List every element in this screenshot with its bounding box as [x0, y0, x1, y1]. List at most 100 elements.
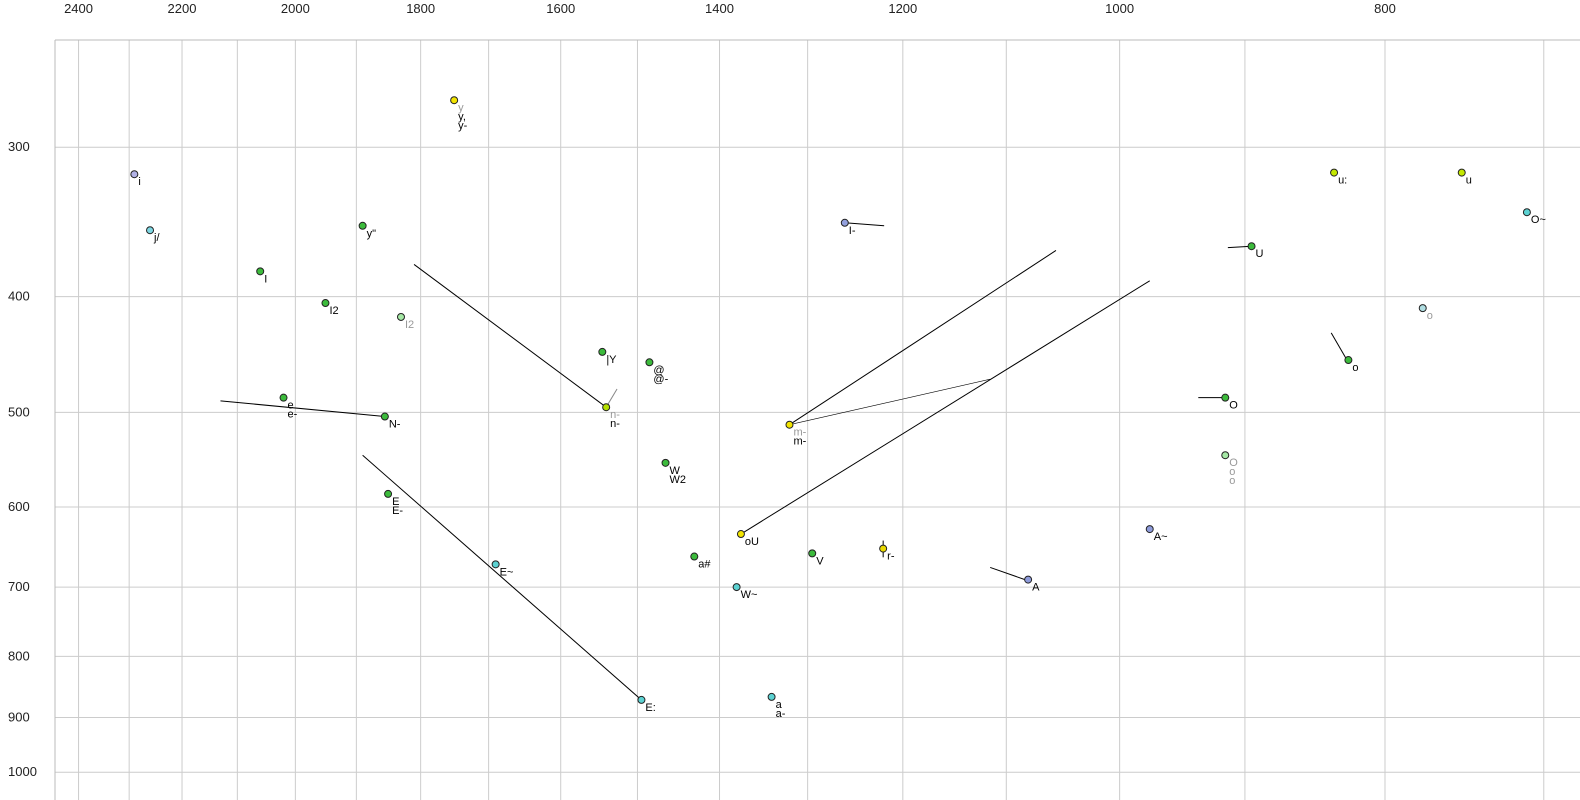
point-label: E	[392, 496, 399, 508]
point-label: |Y	[606, 354, 617, 366]
data-point	[785, 420, 794, 429]
x-tick-label: 800	[1374, 1, 1396, 16]
data-point	[1221, 393, 1230, 402]
data-point	[767, 692, 776, 701]
data-point	[491, 560, 500, 569]
point-label: W	[670, 465, 681, 477]
data-point	[1418, 304, 1427, 313]
x-tick-label: 2400	[64, 1, 93, 16]
point-label: j/	[153, 232, 160, 244]
point-label: o	[1427, 310, 1433, 322]
data-point	[450, 96, 459, 105]
data-point	[736, 530, 745, 539]
connector-line	[220, 400, 385, 418]
x-tick-label: 2000	[281, 1, 310, 16]
point-label: I-	[849, 225, 856, 237]
x-tick-label: 1800	[406, 1, 435, 16]
connector-line	[844, 222, 885, 227]
point-label: U	[1256, 248, 1264, 260]
data-point	[358, 221, 367, 230]
y-tick-label: 800	[8, 648, 30, 663]
point-label: o	[1229, 466, 1235, 478]
point-label: O	[1229, 457, 1238, 469]
point-label: @	[653, 364, 664, 376]
x-tick-label: 1200	[888, 1, 917, 16]
x-tick-label: 2200	[168, 1, 197, 16]
data-point	[661, 458, 670, 467]
point-label: e	[288, 400, 294, 412]
data-point	[396, 312, 405, 321]
data-point	[1221, 451, 1230, 460]
point-label: u:	[1338, 175, 1347, 187]
point-label: y"	[367, 228, 377, 240]
x-tick-label: 1000	[1105, 1, 1134, 16]
y-tick-label: 1000	[8, 764, 37, 779]
data-point	[1024, 575, 1033, 584]
point-label: m-	[793, 427, 806, 439]
y-tick-label: 500	[8, 404, 30, 419]
point-label: I2	[405, 319, 414, 331]
data-point	[808, 549, 817, 558]
point-label: I2	[329, 305, 338, 317]
connector-line	[789, 250, 1057, 426]
point-label: u	[1466, 175, 1472, 187]
data-point	[1330, 168, 1339, 177]
data-point	[256, 267, 265, 276]
point-label: y-	[458, 120, 468, 132]
y-tick-label: 300	[8, 139, 30, 154]
point-label: e-	[288, 409, 298, 421]
data-point	[598, 347, 607, 356]
point-label: y	[458, 102, 464, 114]
point-label: i	[138, 176, 140, 188]
connector-line	[789, 378, 991, 426]
data-point	[1344, 356, 1353, 365]
point-label: A~	[1154, 531, 1168, 543]
point-label: a	[776, 699, 783, 711]
data-point	[130, 170, 139, 179]
data-point	[384, 489, 393, 498]
point-label: I	[264, 273, 267, 285]
point-label: O	[1229, 400, 1238, 412]
data-point	[602, 403, 611, 412]
data-point	[840, 218, 849, 227]
connector-line	[990, 566, 1028, 581]
data-point	[146, 226, 155, 235]
data-point	[879, 544, 888, 553]
point-label: N-	[389, 419, 401, 431]
y-tick-label: 600	[8, 499, 30, 514]
point-label: a-	[776, 708, 786, 720]
data-point	[1247, 242, 1256, 251]
point-label: A	[1032, 582, 1040, 594]
point-label: W2	[670, 474, 687, 486]
x-tick-label: 1400	[705, 1, 734, 16]
data-point	[1522, 208, 1531, 217]
data-point	[380, 412, 389, 421]
y-tick-label: 700	[8, 579, 30, 594]
point-label: E:	[645, 702, 655, 714]
point-label: E-	[392, 505, 403, 517]
point-label: V	[816, 555, 824, 567]
data-point	[732, 583, 741, 592]
point-label: n-	[610, 418, 620, 430]
point-label: o	[1352, 362, 1358, 374]
data-point	[279, 393, 288, 402]
point-label: O~	[1531, 214, 1546, 226]
connector-line	[413, 264, 607, 408]
point-label: r-	[887, 551, 895, 563]
data-point	[637, 695, 646, 704]
point-label: oU	[745, 536, 759, 548]
connector-line	[362, 454, 642, 701]
point-label: n-	[610, 409, 620, 421]
point-label: E~	[500, 566, 514, 578]
point-label: m-	[793, 436, 806, 448]
x-tick-label: 1600	[546, 1, 575, 16]
point-label: a#	[698, 559, 711, 571]
point-label: W~	[741, 589, 758, 601]
data-point	[1457, 168, 1466, 177]
y-tick-label: 400	[8, 289, 30, 304]
connector-line	[1330, 332, 1348, 361]
connector-line	[740, 280, 1151, 535]
y-tick-label: 900	[8, 710, 30, 725]
